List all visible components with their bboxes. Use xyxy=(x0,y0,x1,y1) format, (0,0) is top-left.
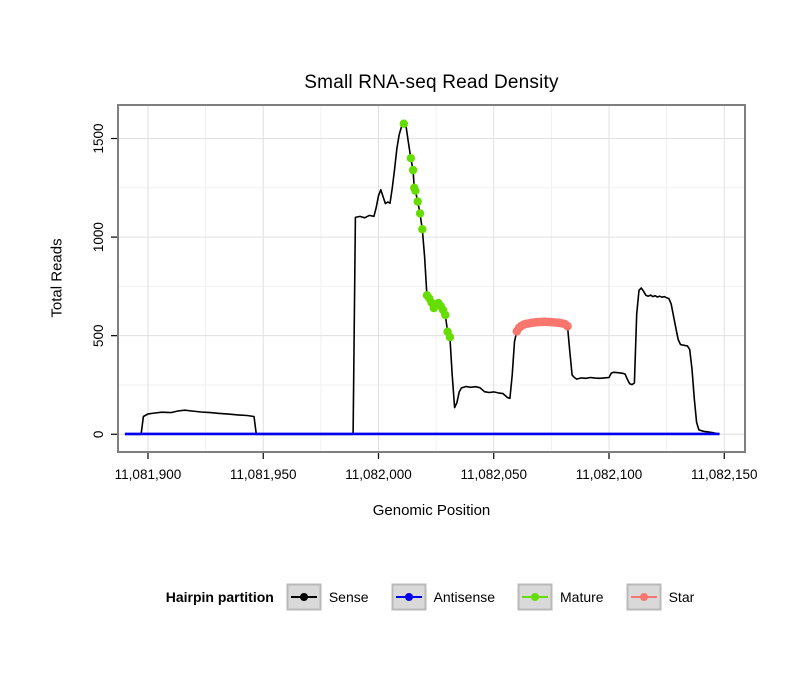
chart-title: Small RNA-seq Read Density xyxy=(304,72,559,93)
x-tick-label: 11,082,150 xyxy=(691,467,758,482)
series-mature-point xyxy=(413,197,422,206)
legend-key-sense-icon xyxy=(286,583,322,611)
y-tick-label: 0 xyxy=(91,431,106,439)
series-mature-point xyxy=(418,225,427,234)
y-tick-label: 1000 xyxy=(91,222,106,252)
x-axis-label: Genomic Position xyxy=(372,502,491,519)
legend-key-mature-icon xyxy=(517,583,553,611)
series-mature-point xyxy=(441,310,450,320)
y-tick-label: 500 xyxy=(91,324,106,347)
series-sense-line xyxy=(124,122,718,436)
x-tick-label: 11,082,000 xyxy=(345,467,412,482)
series-mature-point xyxy=(415,209,425,218)
series-star-point xyxy=(563,321,572,331)
legend-label-star: Star xyxy=(668,589,695,605)
legend-key-antisense-icon xyxy=(391,583,427,611)
plot-area: 11,081,900 11,081,950 11,082,000 11,082,050… xyxy=(91,104,758,482)
legend-label-antisense: Antisense xyxy=(433,589,496,605)
legend-key-dot xyxy=(299,593,308,601)
x-tick-label: 11,081,900 xyxy=(115,467,182,482)
legend-items: Sense Antisense Mature Star xyxy=(286,583,694,611)
legend-title: Hairpin partition xyxy=(165,589,274,605)
series-mature-point xyxy=(399,119,408,128)
legend-item-star: Star xyxy=(626,583,695,611)
legend-item-sense: Sense xyxy=(286,583,369,611)
series-mature-point xyxy=(406,154,415,163)
legend-key-dot xyxy=(639,593,648,601)
legend-label-mature: Mature xyxy=(560,589,604,605)
series-mature-point xyxy=(408,165,418,175)
x-tick-label: 11,082,050 xyxy=(460,467,527,482)
legend-item-antisense: Antisense xyxy=(391,583,495,611)
series-mature-point xyxy=(411,186,420,195)
legend-key-star-icon xyxy=(626,583,662,611)
legend-key-dot xyxy=(404,593,413,601)
y-tick-label: 1500 xyxy=(91,123,106,153)
legend: Hairpin partition Sense Antisense Mature St… xyxy=(0,583,810,611)
x-tick-label: 11,081,950 xyxy=(230,467,297,482)
legend-label-sense: Sense xyxy=(328,589,369,605)
legend-item-mature: Mature xyxy=(517,583,604,611)
x-tick-label: 11,082,100 xyxy=(576,467,643,482)
plot-border xyxy=(117,104,746,453)
series-mature-point xyxy=(445,332,455,342)
legend-key-dot xyxy=(531,593,540,601)
